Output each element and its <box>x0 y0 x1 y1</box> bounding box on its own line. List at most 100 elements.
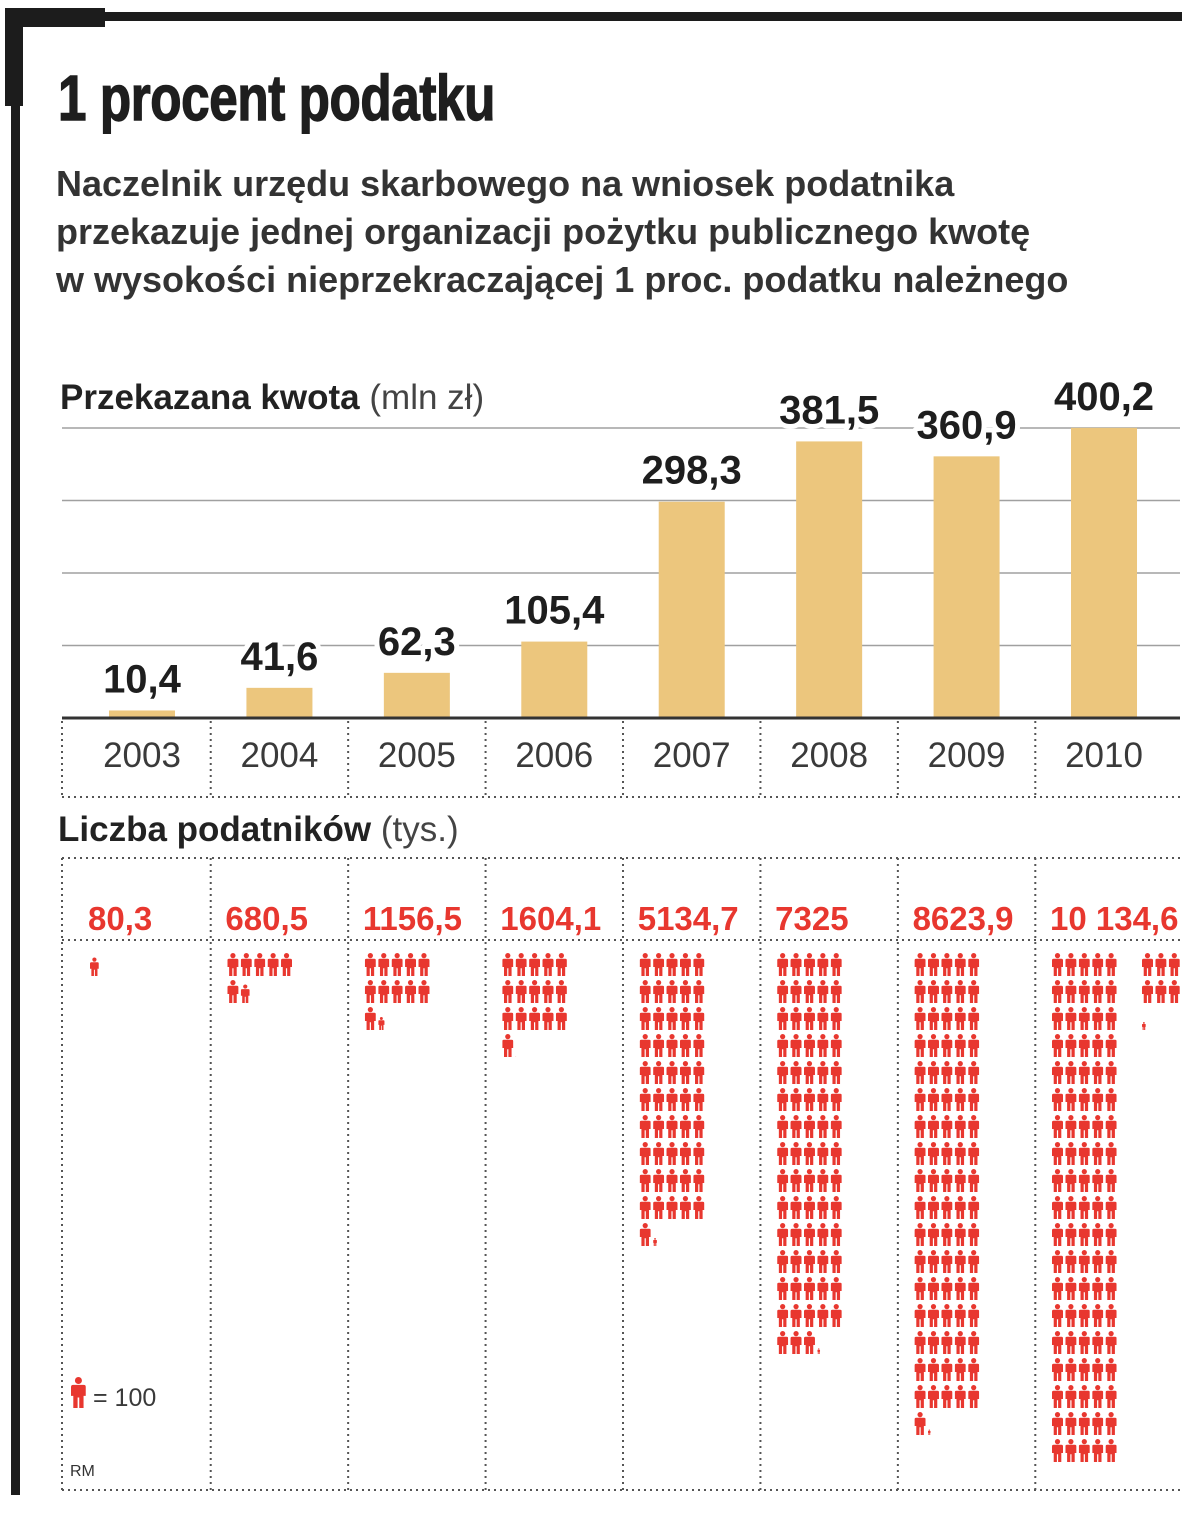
person-icon <box>1065 953 1077 976</box>
person-icon <box>968 1385 980 1408</box>
person-icon <box>666 1169 678 1192</box>
person-icon <box>927 1277 939 1300</box>
person-icon-partial <box>927 1429 931 1435</box>
person-icon <box>1092 1277 1104 1300</box>
person-icon <box>927 1223 939 1246</box>
person-icon <box>1092 1169 1104 1192</box>
person-icon <box>679 980 691 1003</box>
person-icon <box>529 953 541 976</box>
amount-value-label: 381,5 <box>779 388 879 432</box>
taxpayer-count-label: 1156,5 <box>363 900 462 937</box>
person-icon <box>830 1304 842 1327</box>
frame-corner-horizontal <box>5 8 105 27</box>
person-icon <box>639 1142 651 1165</box>
person-icon <box>666 953 678 976</box>
person-icon <box>1065 1223 1077 1246</box>
person-icon <box>1092 980 1104 1003</box>
person-icon <box>830 1196 842 1219</box>
person-icon <box>679 1034 691 1057</box>
amount-bar-2005 <box>383 672 450 718</box>
person-icon <box>515 953 527 976</box>
person-icon <box>529 1007 541 1030</box>
person-icon <box>954 1304 966 1327</box>
person-icon <box>968 1115 980 1138</box>
person-icon <box>968 1061 980 1084</box>
person-icon <box>790 953 802 976</box>
person-icon <box>679 1007 691 1030</box>
person-icon <box>954 1034 966 1057</box>
person-icon <box>803 1277 815 1300</box>
person-icon <box>968 953 980 976</box>
person-icon <box>639 1223 651 1246</box>
person-icon <box>803 1088 815 1111</box>
person-icon <box>968 1088 980 1111</box>
person-icon <box>941 1196 953 1219</box>
person-icon <box>803 1250 815 1273</box>
person-icon <box>803 980 815 1003</box>
person-icon <box>954 980 966 1003</box>
person-icon <box>954 1358 966 1381</box>
person-icon <box>914 1034 926 1057</box>
person-icon <box>830 1223 842 1246</box>
person-icon <box>679 1169 691 1192</box>
person-icon <box>639 1169 651 1192</box>
person-icon <box>1105 1250 1117 1273</box>
person-icon <box>790 1196 802 1219</box>
person-icon <box>693 953 705 976</box>
person-icon <box>968 1034 980 1057</box>
person-icon <box>1078 1061 1090 1084</box>
subtitle-line-3: w wysokości nieprzekraczającej 1 proc. p… <box>56 259 1069 300</box>
amount-value-labels: 10,4 41,6 62,3 105,4 298,3 381,5 360,9 400,2 <box>98 370 1159 707</box>
person-icon <box>653 1115 665 1138</box>
person-icon <box>1052 1169 1064 1192</box>
person-icon <box>542 980 554 1003</box>
person-icon <box>653 1169 665 1192</box>
amount-value-label: 360,9 <box>917 403 1017 447</box>
person-icon <box>1078 1304 1090 1327</box>
author-credit: RM <box>70 1463 95 1480</box>
person-icon <box>405 953 417 976</box>
person-icon <box>666 1115 678 1138</box>
person-icon <box>941 1304 953 1327</box>
taxpayers-heading-unit: (tys.) <box>380 810 459 849</box>
person-icon <box>914 1331 926 1354</box>
person-icon <box>1092 1250 1104 1273</box>
person-icon <box>515 980 527 1003</box>
person-icon <box>817 1169 829 1192</box>
person-icon <box>555 980 567 1003</box>
person-icon <box>790 980 802 1003</box>
amount-bar-2008 <box>796 441 863 718</box>
pictogram-column-2006 <box>502 953 567 1057</box>
person-icon <box>803 1034 815 1057</box>
person-icon <box>817 1250 829 1273</box>
person-icon <box>391 980 403 1003</box>
person-icon <box>1092 1412 1104 1435</box>
person-icon <box>927 1034 939 1057</box>
person-icon <box>954 1061 966 1084</box>
subtitle-line-1: Naczelnik urzędu skarbowego na wniosek p… <box>56 163 955 204</box>
person-icon <box>790 1250 802 1273</box>
person-icon <box>240 953 252 976</box>
person-icon <box>817 1223 829 1246</box>
person-icon <box>1052 1439 1064 1462</box>
person-icon <box>817 953 829 976</box>
person-icon <box>830 1007 842 1030</box>
person-icon <box>1065 1331 1077 1354</box>
person-icon <box>1078 1250 1090 1273</box>
person-icon <box>542 953 554 976</box>
person-icon <box>1142 980 1154 1003</box>
pictogram-column-2003 <box>90 957 99 976</box>
person-icon <box>666 1088 678 1111</box>
person-icon <box>679 953 691 976</box>
person-icon <box>914 1412 926 1435</box>
person-icon <box>790 1304 802 1327</box>
amount-bar-2010 <box>1071 427 1138 718</box>
person-icon <box>803 1304 815 1327</box>
person-icon <box>927 1331 939 1354</box>
person-icon <box>1105 1034 1117 1057</box>
person-icon <box>914 1223 926 1246</box>
person-icon <box>927 980 939 1003</box>
person-icon <box>941 1277 953 1300</box>
amount-bar-2009 <box>933 456 1000 718</box>
person-icon <box>1092 1331 1104 1354</box>
